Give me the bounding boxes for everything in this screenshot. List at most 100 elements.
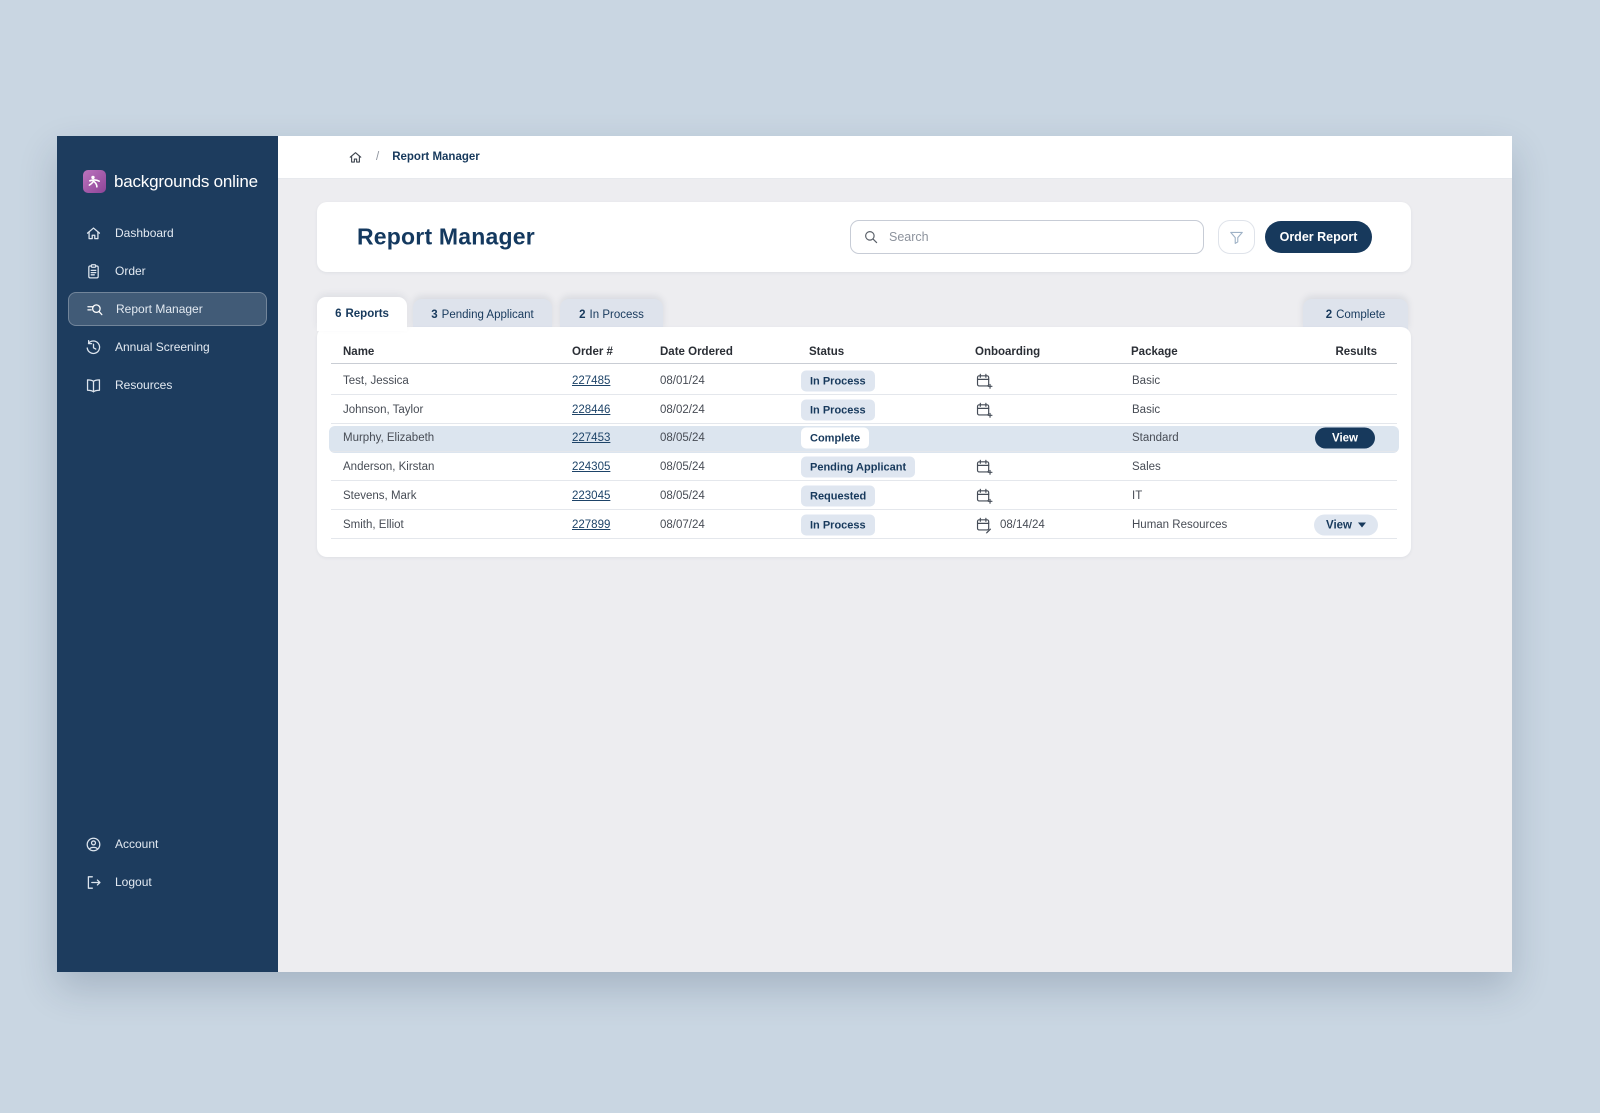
sidebar-item-label: Account	[115, 837, 159, 851]
home-icon[interactable]	[348, 150, 363, 165]
sidebar-item-resources[interactable]: Resources	[68, 368, 267, 402]
sidebar: backgrounds online Dashboard Order	[57, 136, 278, 972]
table-row: Test, Jessica 227485 08/01/24 In Process…	[317, 367, 1411, 395]
onboarding-date: 08/14/24	[1000, 519, 1045, 531]
tab-count: 6	[335, 308, 342, 320]
order-clipboard-icon	[85, 263, 102, 280]
tab-count: 2	[579, 309, 586, 321]
cell-package: Sales	[1132, 461, 1161, 473]
sidebar-item-label: Order	[115, 264, 146, 278]
tab-label: Complete	[1336, 309, 1386, 321]
tab-pending-applicant[interactable]: 3 Pending Applicant	[413, 299, 552, 331]
account-icon	[85, 836, 102, 853]
status-badge: In Process	[801, 370, 875, 392]
order-number-link[interactable]: 223045	[572, 490, 611, 502]
sidebar-item-label: Annual Screening	[115, 340, 210, 354]
cell-date: 08/05/24	[660, 432, 705, 444]
column-header-results: Results	[1335, 346, 1377, 358]
tab-label: In Process	[589, 309, 644, 321]
table-row: Stevens, Mark 223045 08/05/24 Requested …	[317, 482, 1411, 510]
order-number-link[interactable]: 224305	[572, 461, 611, 473]
search-box	[850, 220, 1204, 254]
sidebar-item-label: Logout	[115, 875, 152, 889]
page-title: Report Manager	[357, 223, 535, 250]
view-label: View	[1326, 519, 1352, 531]
cell-package: Basic	[1132, 404, 1161, 416]
view-results-dropdown-button[interactable]: View	[1314, 514, 1378, 536]
resources-book-icon	[85, 377, 102, 394]
filter-icon	[1228, 229, 1245, 246]
table-row: Smith, Elliot 227899 08/07/24 In Process…	[317, 511, 1411, 539]
calendar-plus-icon[interactable]	[975, 372, 993, 390]
table-row: Johnson, Taylor 228446 08/02/24 In Proce…	[317, 396, 1411, 424]
annual-screening-icon	[85, 339, 102, 356]
tab-in-process[interactable]: 2 In Process	[560, 299, 663, 331]
sidebar-item-report-manager[interactable]: Report Manager	[68, 292, 267, 326]
order-report-button[interactable]: Order Report	[1265, 221, 1372, 253]
cell-name: Test, Jessica	[343, 375, 409, 387]
calendar-plus-icon[interactable]	[975, 458, 993, 476]
sidebar-item-dashboard[interactable]: Dashboard	[68, 216, 267, 250]
breadcrumb-current: Report Manager	[392, 151, 480, 163]
report-search-icon	[86, 301, 103, 318]
calendar-edit-icon	[975, 516, 993, 534]
onboarding-scheduled[interactable]: 08/14/24	[975, 516, 1045, 534]
tab-reports[interactable]: 6 Reports	[317, 297, 407, 331]
tab-label: Pending Applicant	[441, 309, 534, 321]
brand-name: backgrounds online	[114, 171, 258, 191]
column-header-order: Order #	[572, 346, 613, 358]
column-header-date: Date Ordered	[660, 346, 733, 358]
status-badge: In Process	[801, 514, 875, 536]
tab-label: Reports	[345, 308, 389, 320]
sidebar-item-label: Report Manager	[116, 302, 203, 316]
sidebar-item-logout[interactable]: Logout	[68, 865, 267, 899]
order-number-link[interactable]: 227899	[572, 519, 611, 531]
table-row: Murphy, Elizabeth 227453 08/05/24 Comple…	[317, 424, 1411, 452]
reports-table: Name Order # Date Ordered Status Onboard…	[317, 327, 1411, 557]
cell-package: Standard	[1132, 432, 1179, 444]
cell-package: IT	[1132, 490, 1143, 502]
page-header-card: Report Manager Order Report	[317, 202, 1411, 272]
cell-name: Smith, Elliot	[343, 519, 404, 531]
cell-name: Murphy, Elizabeth	[343, 432, 435, 444]
cell-date: 08/05/24	[660, 490, 705, 502]
table-row: Anderson, Kirstan 224305 08/05/24 Pendin…	[317, 453, 1411, 481]
status-badge: In Process	[801, 399, 875, 421]
cell-package: Human Resources	[1132, 519, 1228, 531]
view-results-button[interactable]: View	[1315, 427, 1375, 449]
status-badge: Requested	[801, 485, 876, 507]
cell-name: Stevens, Mark	[343, 490, 417, 502]
order-number-link[interactable]: 227485	[572, 375, 611, 387]
app-window: backgrounds online Dashboard Order	[57, 136, 1512, 972]
breadcrumb: / Report Manager	[348, 136, 480, 178]
column-header-package: Package	[1131, 346, 1178, 358]
sidebar-item-label: Resources	[115, 378, 173, 392]
sidebar-item-annual-screening[interactable]: Annual Screening	[68, 330, 267, 364]
chevron-down-icon	[1358, 522, 1366, 528]
calendar-plus-icon[interactable]	[975, 401, 993, 419]
tab-count: 2	[1325, 309, 1333, 321]
brand-logo-icon	[83, 170, 106, 193]
search-input[interactable]	[889, 230, 1191, 244]
sidebar-item-order[interactable]: Order	[68, 254, 267, 288]
header-divider	[331, 363, 1397, 364]
cell-name: Anderson, Kirstan	[343, 461, 435, 473]
order-number-link[interactable]: 227453	[572, 432, 611, 444]
logout-icon	[85, 874, 102, 891]
status-badge: Complete	[801, 427, 870, 449]
sidebar-item-account[interactable]: Account	[68, 827, 267, 861]
tab-complete[interactable]: 2 Complete	[1303, 299, 1408, 331]
column-header-status: Status	[809, 346, 845, 358]
cell-date: 08/01/24	[660, 375, 705, 387]
sidebar-item-label: Dashboard	[115, 226, 174, 240]
search-icon	[863, 229, 879, 245]
cell-date: 08/05/24	[660, 461, 705, 473]
cell-package: Basic	[1132, 375, 1161, 387]
main-area: / Report Manager Report Manager	[278, 136, 1512, 972]
filter-button[interactable]	[1218, 220, 1255, 254]
cell-date: 08/02/24	[660, 404, 705, 416]
topbar: / Report Manager	[278, 136, 1512, 179]
calendar-plus-icon[interactable]	[975, 487, 993, 505]
brand: backgrounds online	[83, 170, 258, 193]
order-number-link[interactable]: 228446	[572, 404, 611, 416]
